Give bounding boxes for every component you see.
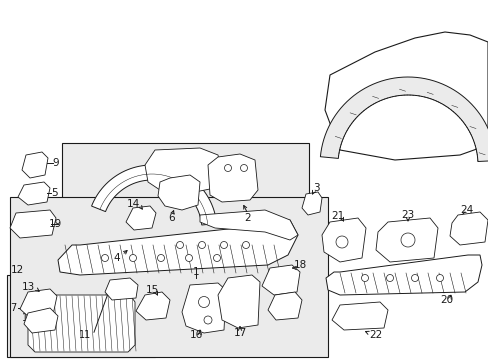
- Circle shape: [185, 255, 192, 261]
- Polygon shape: [28, 295, 135, 352]
- Bar: [10, 197, 327, 357]
- Text: 10: 10: [22, 313, 34, 323]
- Polygon shape: [200, 210, 297, 240]
- Circle shape: [176, 242, 183, 248]
- Polygon shape: [105, 278, 138, 300]
- Text: 21: 21: [331, 211, 344, 221]
- Polygon shape: [145, 148, 222, 192]
- Text: 18: 18: [293, 260, 306, 270]
- Polygon shape: [185, 300, 213, 324]
- Text: 4: 4: [113, 253, 120, 263]
- Text: 6: 6: [168, 213, 175, 223]
- Polygon shape: [325, 255, 481, 295]
- Text: 17: 17: [233, 328, 246, 338]
- Polygon shape: [331, 302, 387, 330]
- Polygon shape: [321, 218, 365, 262]
- Polygon shape: [182, 283, 225, 333]
- Text: 7: 7: [10, 303, 16, 313]
- Polygon shape: [58, 220, 297, 275]
- Polygon shape: [262, 265, 299, 295]
- Polygon shape: [18, 182, 50, 205]
- Text: 22: 22: [368, 330, 382, 340]
- Text: 16: 16: [189, 330, 202, 340]
- Circle shape: [129, 255, 136, 261]
- Text: 1: 1: [192, 267, 199, 277]
- Polygon shape: [136, 292, 170, 320]
- Polygon shape: [218, 275, 260, 328]
- Text: 19: 19: [48, 219, 61, 229]
- Circle shape: [242, 242, 249, 248]
- Circle shape: [411, 274, 418, 282]
- Polygon shape: [10, 210, 56, 238]
- Bar: [7, 275, 155, 357]
- Polygon shape: [22, 152, 48, 178]
- Polygon shape: [267, 292, 302, 320]
- Circle shape: [220, 242, 227, 248]
- Text: 11: 11: [79, 330, 91, 340]
- Polygon shape: [302, 192, 321, 215]
- Text: 8: 8: [219, 306, 224, 316]
- Circle shape: [386, 274, 393, 282]
- Circle shape: [361, 274, 368, 282]
- Polygon shape: [91, 165, 216, 225]
- Polygon shape: [158, 175, 200, 210]
- Polygon shape: [126, 206, 156, 230]
- Text: 20: 20: [440, 295, 453, 305]
- Circle shape: [102, 255, 108, 261]
- Text: 12: 12: [10, 265, 23, 275]
- Circle shape: [240, 165, 247, 171]
- Text: 23: 23: [401, 210, 414, 220]
- Polygon shape: [449, 212, 487, 245]
- Text: 5: 5: [52, 188, 58, 198]
- Text: 15: 15: [145, 285, 158, 295]
- Polygon shape: [20, 289, 57, 318]
- Circle shape: [203, 316, 212, 324]
- Text: 2: 2: [244, 213, 251, 223]
- Circle shape: [198, 297, 209, 307]
- Bar: [62, 143, 308, 276]
- Polygon shape: [325, 32, 487, 160]
- Polygon shape: [320, 77, 488, 162]
- Polygon shape: [207, 154, 258, 202]
- Circle shape: [335, 236, 347, 248]
- Text: 3: 3: [312, 183, 319, 193]
- Circle shape: [213, 255, 220, 261]
- Polygon shape: [24, 308, 58, 333]
- Polygon shape: [375, 218, 437, 262]
- Circle shape: [436, 274, 443, 282]
- Circle shape: [224, 165, 231, 171]
- Circle shape: [157, 255, 164, 261]
- Circle shape: [400, 233, 414, 247]
- Text: 13: 13: [21, 282, 35, 292]
- Text: 24: 24: [459, 205, 473, 215]
- Text: 14: 14: [126, 199, 140, 209]
- Text: 9: 9: [53, 158, 59, 168]
- Circle shape: [198, 242, 205, 248]
